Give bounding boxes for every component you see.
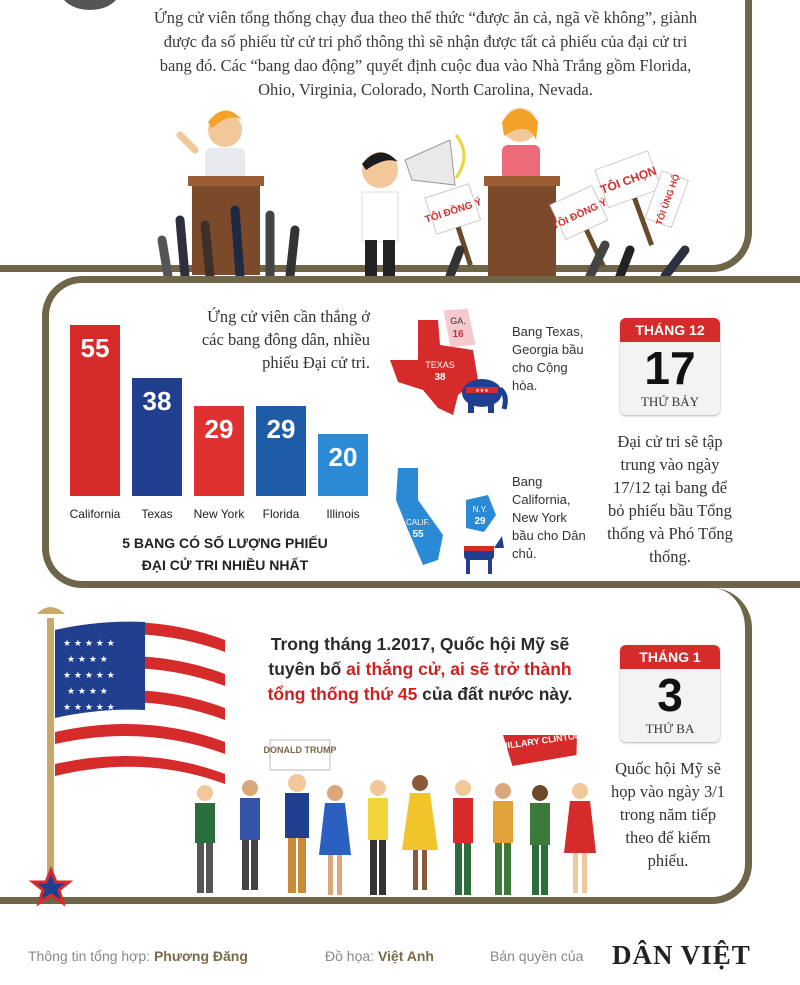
campaign-illustration: TÔI ĐỒNG Ý TÔI ĐỒNG Ý TÔI CHỌN TÔI ỦNG H… (157, 108, 690, 276)
decorative-circle (60, 0, 120, 10)
crowd-illustration: DONALD TRUMP HILLARY CLINTON (195, 735, 596, 895)
bar-florida: 29 (256, 406, 306, 496)
chart-title-line1: 5 BANG CÓ SỐ LƯỢNG PHIẾU (122, 535, 328, 551)
ga-label: GA. (450, 316, 466, 326)
bar-category-label: Florida (262, 507, 300, 521)
map1-caption: Bang Texas, Georgia bầu cho Cộng hòa. (512, 324, 584, 393)
chart-title-line2: ĐẠI CỬ TRI NHIỀU NHẤT (141, 557, 309, 573)
bar-illinois: 20 (318, 434, 368, 496)
calendar-day: 17 (644, 342, 696, 394)
dan-viet-logo: DÂN VIỆT (612, 940, 751, 970)
bar-category-label: Illinois (326, 507, 360, 521)
section3-description: Quốc hội Mỹ sẽ họp vào ngày 3/1 trong nă… (610, 759, 726, 870)
footer-info: Thông tin tổng hợp: Phương Đăng (28, 948, 248, 964)
headline-part2: của đất nước này. (417, 684, 573, 704)
ga-value: 16 (452, 329, 464, 340)
bar-category-label: California (69, 507, 121, 521)
newyork-shape (466, 495, 496, 532)
footer-info-name: Phương Đăng (153, 948, 248, 964)
tx-label: TEXAS (425, 360, 455, 370)
footer-graphic-name: Việt Anh (377, 948, 434, 964)
section-frame-middle (42, 276, 800, 588)
calendar-weekday: THỨ BA (645, 721, 695, 736)
svg-text:★ ★ ★ ★ ★: ★ ★ ★ ★ ★ (63, 639, 115, 649)
california-newyork-map: CALIF. 55 N.Y. 29 (396, 468, 504, 574)
ca-label: CALIF. (406, 518, 430, 527)
texas-shape (390, 320, 478, 415)
tx-value: 38 (434, 372, 446, 383)
sign-donald-trump: DONALD TRUMP (264, 745, 337, 755)
ca-value: 55 (412, 529, 424, 540)
calendar-weekday: THỨ BẢY (640, 394, 700, 409)
section-frame-bottom (0, 588, 752, 904)
calendar-month: THÁNG 1 (620, 645, 720, 669)
bar-texas: 38 (132, 378, 182, 496)
flag-stars: ★ ★ ★ ★ ★ ★ ★ ★ ★ ★ ★ ★ ★ ★ ★ ★ ★ ★ ★ ★ … (63, 639, 115, 713)
ny-label: N.Y. (473, 505, 488, 514)
calendar-jan-3: THÁNG 1 3 THỨ BA (620, 645, 720, 742)
bar-category-label: New York (193, 507, 245, 521)
candidate-left-figure (176, 110, 264, 275)
footer-copyright-label: Bản quyền của (490, 948, 584, 964)
georgia-shape (442, 307, 477, 349)
crowd-people (195, 774, 596, 895)
footer-info-label: Thông tin tổng hợp: (28, 948, 151, 964)
svg-text:★ ★ ★ ★: ★ ★ ★ ★ (67, 655, 108, 665)
section2-description: Đại cử tri sẽ tập trung vào ngày 17/12 t… (607, 432, 733, 566)
flag-pole (47, 618, 54, 890)
footer-graphic-label: Đồ họa: (325, 948, 375, 964)
bar-chart: 55 38 29 29 20 (70, 310, 380, 496)
bar-category-label: Texas (141, 507, 173, 521)
map2-caption: Bang California, New York bầu cho Dân ch… (512, 474, 586, 561)
svg-text:★★★: ★★★ (475, 388, 489, 394)
elephant-icon: ★★★ (462, 379, 508, 413)
candidate-right-figure (484, 108, 560, 276)
bar-new-york: 29 (194, 406, 244, 496)
donkey-icon (464, 536, 504, 574)
bar-value-label: 38 (142, 386, 172, 416)
section3-headline: Trong tháng 1.2017, Quốc hội Mỹ sẽ tuyên… (250, 632, 590, 707)
bar-california: 55 (70, 325, 120, 496)
megaphone-man-figure (361, 134, 466, 276)
us-flag-illustration: ★ ★ ★ ★ ★ ★ ★ ★ ★ ★ ★ ★ ★ ★ ★ ★ ★ ★ ★ ★ … (28, 607, 225, 907)
intro-text: Ứng cử viên tổng thống chạy đua theo thể… (153, 8, 698, 99)
chart-title: 5 BANG CÓ SỐ LƯỢNG PHIẾU ĐẠI CỬ TRI NHIỀ… (70, 532, 380, 576)
section2-note: Ứng cử viên cần thắng ở các bang đông dâ… (201, 307, 370, 372)
svg-text:★ ★ ★ ★ ★: ★ ★ ★ ★ ★ (63, 671, 115, 681)
calendar-dec-17: THÁNG 12 17 THỨ BẢY (620, 318, 720, 415)
texas-georgia-map: GA. 16 TEXAS 38 ★★★ (390, 307, 508, 415)
footer-graphic: Đồ họa: Việt Anh (325, 948, 434, 964)
headline-highlight: ai thắng cử, ai sẽ trở thành tổng thống … (267, 659, 572, 704)
california-shape (396, 468, 443, 565)
bar-value-label: 29 (204, 414, 234, 444)
headline-part1: Trong tháng 1.2017, Quốc hội Mỹ sẽ tuyên… (268, 634, 570, 679)
svg-text:★ ★ ★ ★ ★: ★ ★ ★ ★ ★ (63, 703, 115, 713)
bar-value-label: 20 (328, 442, 358, 472)
star-base-icon (28, 866, 74, 907)
flag-canton (55, 621, 145, 718)
ny-value: 29 (474, 516, 486, 527)
bar-value-label: 29 (266, 414, 296, 444)
bar-value-label: 55 (80, 333, 110, 363)
calendar-month: THÁNG 12 (620, 318, 720, 342)
calendar-day: 3 (657, 669, 683, 721)
svg-text:★ ★ ★ ★: ★ ★ ★ ★ (67, 687, 108, 697)
eagle-ornament (37, 607, 65, 614)
